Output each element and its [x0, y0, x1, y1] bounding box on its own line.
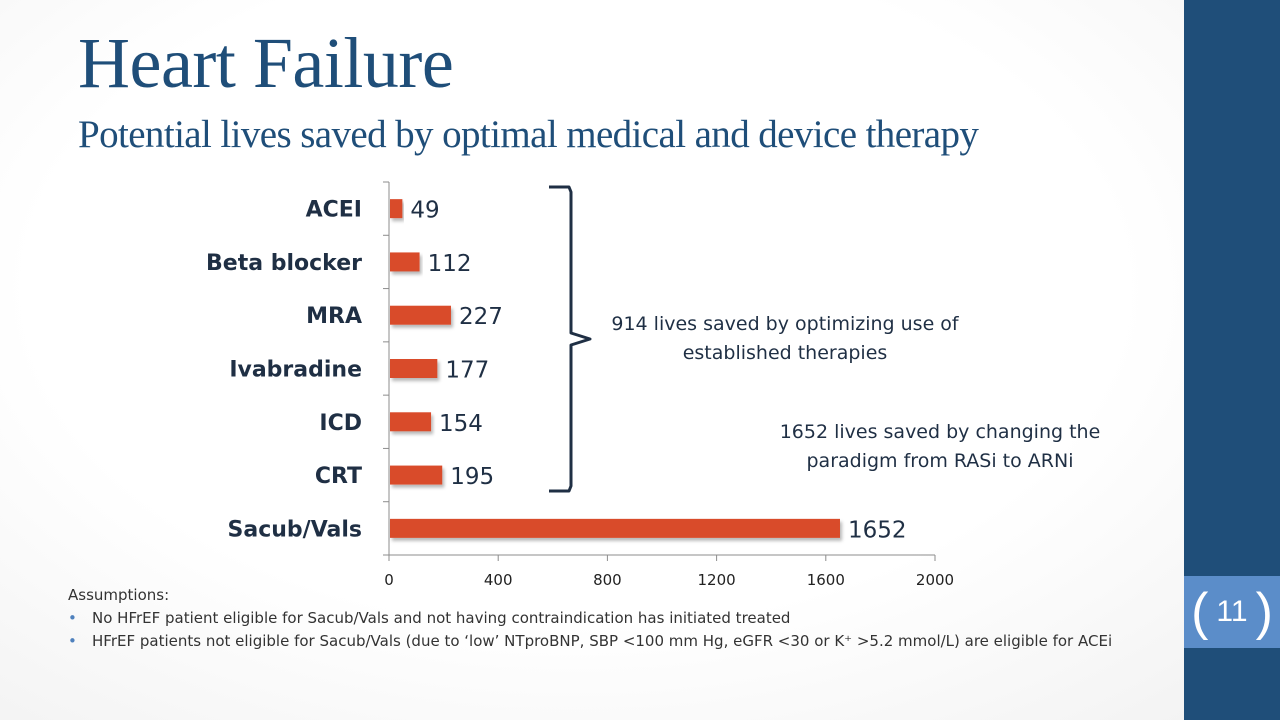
data-label: 227: [459, 304, 503, 330]
bar: [390, 518, 840, 538]
right-bracket-icon: ): [1255, 583, 1273, 641]
category-label: ICD: [319, 411, 362, 436]
data-label: 49: [410, 198, 439, 224]
x-tick-label: 1600: [807, 571, 845, 589]
data-label: 154: [439, 411, 483, 437]
slide-title: Heart Failure: [78, 23, 454, 103]
category-label: Beta blocker: [206, 251, 362, 276]
x-tick-label: 400: [484, 571, 513, 589]
data-label: 112: [428, 251, 472, 277]
group-bracket: [549, 185, 592, 493]
assumptions-list: • No HFrEF patient eligible for Sacub/Va…: [68, 609, 1178, 650]
data-label: 1652: [848, 517, 907, 543]
category-label: Sacub/Vals: [228, 517, 362, 542]
assumptions-block: Assumptions: • No HFrEF patient eligible…: [68, 586, 1178, 655]
data-label: 177: [445, 358, 489, 384]
bar: [390, 252, 420, 272]
page-number: 11: [1216, 595, 1248, 628]
bar: [390, 465, 443, 485]
page-number-box: ( 11 ): [1184, 576, 1280, 648]
bullet-icon: •: [68, 632, 77, 650]
bar: [390, 305, 451, 325]
category-label: Ivabradine: [229, 358, 362, 383]
category-label: MRA: [306, 304, 362, 329]
left-bracket-icon: (: [1191, 583, 1209, 641]
bar: [390, 412, 432, 432]
bar: [390, 359, 438, 378]
x-tick-label: 2000: [916, 571, 954, 589]
category-label: ACEI: [306, 198, 362, 223]
annotation-established-therapies: 914 lives saved by optimizing use of est…: [611, 313, 959, 364]
slide-subtitle: Potential lives saved by optimal medical…: [78, 113, 979, 156]
x-tick-label: 1200: [698, 571, 736, 589]
bullet-icon: •: [68, 609, 77, 627]
assumption-text: HFrEF patients not eligible for Sacub/Va…: [92, 632, 1113, 650]
annotation-arni-paradigm: 1652 lives saved by changing the paradig…: [779, 421, 1101, 472]
data-label: 195: [450, 464, 494, 490]
bar: [390, 199, 403, 219]
x-tick-label: 0: [384, 571, 394, 589]
assumption-item: • HFrEF patients not eligible for Sacub/…: [68, 632, 1178, 650]
bar-chart: 0 400 800 1200 1600 2000 ACEI 49 Beta blocker 112…: [206, 181, 954, 589]
assumption-text: No HFrEF patient eligible for Sacub/Vals…: [92, 609, 791, 627]
assumption-item: • No HFrEF patient eligible for Sacub/Va…: [68, 609, 1178, 627]
x-tick-label: 800: [593, 571, 622, 589]
category-label: CRT: [315, 464, 362, 489]
assumptions-heading: Assumptions:: [68, 586, 170, 604]
